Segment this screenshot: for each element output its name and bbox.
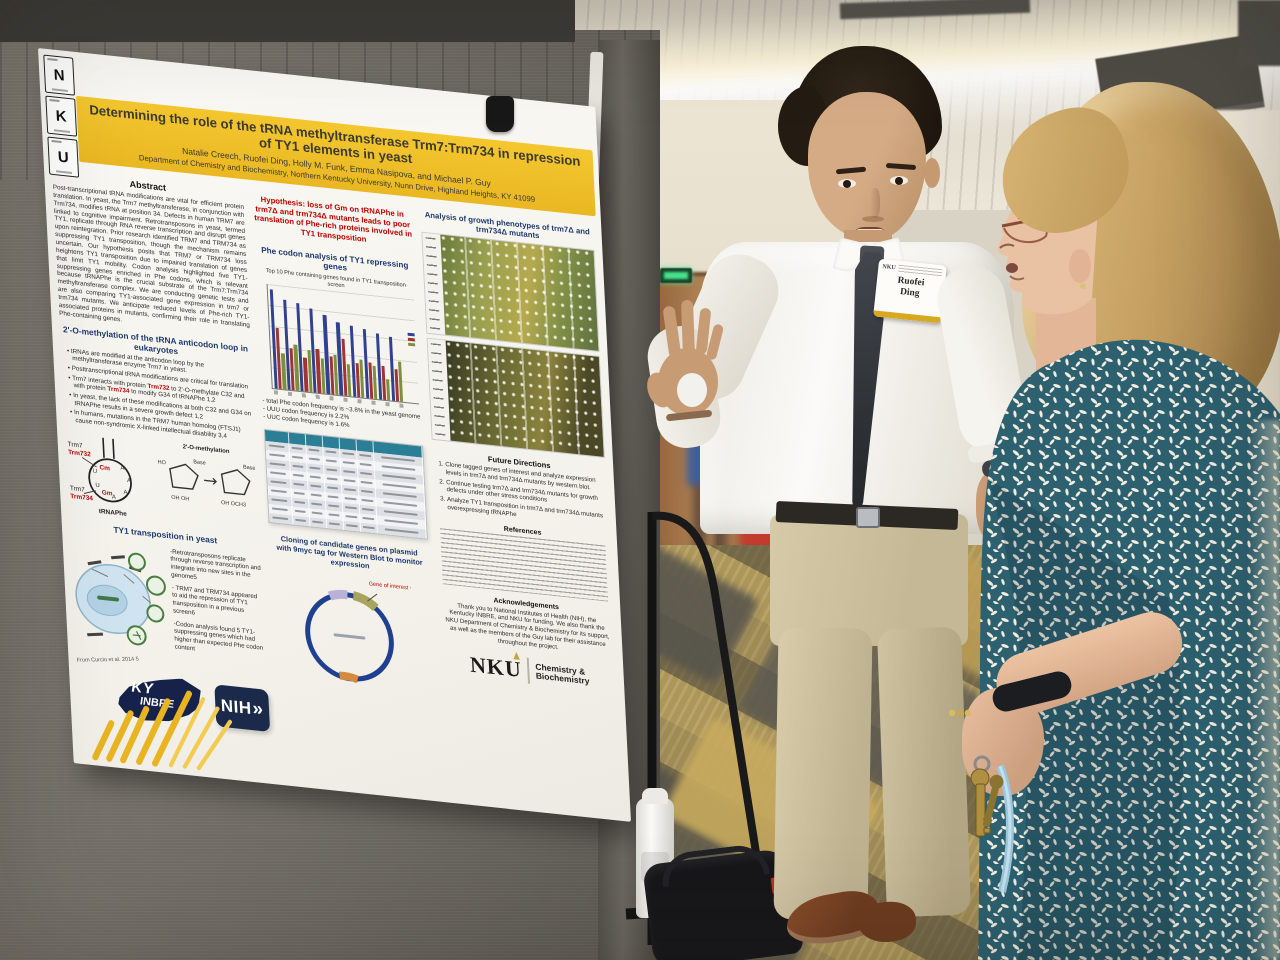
chart-bars: [269, 284, 404, 402]
ty1-figure-caption: From Curcio et al. 2014 5: [76, 656, 140, 664]
poster-right-column: Analysis of growth phenotypes of trm7Δ a…: [421, 208, 623, 815]
element-tile-u: U: [47, 136, 80, 178]
svg-text:Trm7: Trm7: [68, 441, 84, 450]
gm-site: Gm: [102, 489, 113, 497]
svg-text:A: A: [112, 494, 116, 500]
name-badge: NKU Ruofei Ding: [873, 258, 947, 324]
svg-text:HO: HO: [158, 459, 167, 466]
spot-assay-panel-1: [421, 231, 600, 352]
door-handle: [660, 332, 665, 374]
poster-clamp: [486, 96, 514, 132]
svg-text:Base: Base: [193, 459, 206, 466]
svg-text:A: A: [123, 489, 127, 495]
svg-text:A: A: [127, 478, 131, 484]
plasmid-diagram: Gene of interest w/ 9myc tag: [305, 581, 416, 683]
dark-soffit: [0, 0, 575, 42]
poster-middle-column: Hypothesis: loss of Gm on tRNAPhe in trm…: [252, 190, 441, 796]
trna-loop-diagram: A A A A U U Cm Gm Trm7 Trm732 Trm7 Trm73…: [68, 437, 132, 518]
exit-sign: [660, 268, 692, 283]
svg-text:OH OCH3: OH OCH3: [221, 500, 246, 509]
background-person-maroon: [1056, 326, 1096, 410]
research-poster: N K U Determining the role of the tRNA m…: [38, 48, 631, 822]
svg-text:Trm7: Trm7: [70, 485, 86, 494]
chart-plot-area: [266, 283, 420, 405]
cm-site: Cm: [99, 464, 110, 472]
svg-text:Trm732: Trm732: [68, 449, 91, 458]
trna-caption: tRNAPhe: [99, 508, 128, 518]
wristwatch: [981, 454, 1033, 479]
wristwatch-face: [998, 456, 1018, 476]
ty1-bullets: -Retrotransposons replicate through reve…: [169, 547, 264, 653]
element-tile-k: K: [45, 95, 78, 137]
svg-text:U: U: [95, 482, 100, 488]
nku-element-tiles: N K U: [43, 54, 80, 178]
poster-left-column: Abstract Post-transcriptional tRNA modif…: [52, 169, 272, 778]
spot-assay-panel-2: [427, 337, 605, 458]
svg-text:2'-O-methylation: 2'-O-methylation: [183, 444, 230, 455]
chart-legend: [408, 332, 416, 347]
poster-yellow-stripes: [92, 690, 233, 771]
element-tile-n: N: [43, 54, 76, 96]
svg-text:A: A: [120, 465, 124, 471]
background-green-light: [1044, 326, 1056, 356]
svg-text:U: U: [93, 468, 98, 474]
badge-gold-stripe: [873, 310, 942, 324]
background-person-light: [1092, 336, 1126, 410]
phe-bar-chart: Top 10 Phe containing genes found in TY1…: [256, 267, 422, 410]
abstract-body: Post-transcriptional tRNA modifications …: [52, 183, 250, 329]
right-background-wall: [1080, 110, 1280, 470]
ty1-cycle-figure: From Curcio et al. 2014 5: [70, 532, 172, 667]
badge-name: Ruofei Ding: [897, 275, 925, 299]
gene-table: [263, 428, 429, 540]
svg-text:Base: Base: [243, 464, 256, 471]
black-bag: [642, 842, 804, 960]
svg-text:OH OH: OH OH: [171, 494, 189, 502]
svg-text:Trm734: Trm734: [70, 493, 93, 502]
ceiling-beam-corner: [1238, 0, 1280, 66]
methylation-chemistry-diagram: 2'-O-methylation HO Base OH OH Base OH O…: [158, 444, 256, 509]
nku-chemistry-logo: NKU Chemistry & Biochemistry: [469, 652, 590, 687]
badge-nku-mark: NKU: [882, 263, 896, 272]
plasmid-callout: Gene of interest w/ 9myc tag: [369, 581, 416, 594]
methylation-diagrams: A A A A U U Cm Gm Trm7 Trm732 Trm7 Trm73…: [65, 427, 260, 533]
background-person-red: [740, 428, 784, 556]
presenter-left-hand: [976, 470, 1022, 544]
right-edge-light: [1248, 420, 1280, 960]
hypothesis-text: Hypothesis: loss of Gm on tRNAPhe in trm…: [254, 194, 413, 245]
